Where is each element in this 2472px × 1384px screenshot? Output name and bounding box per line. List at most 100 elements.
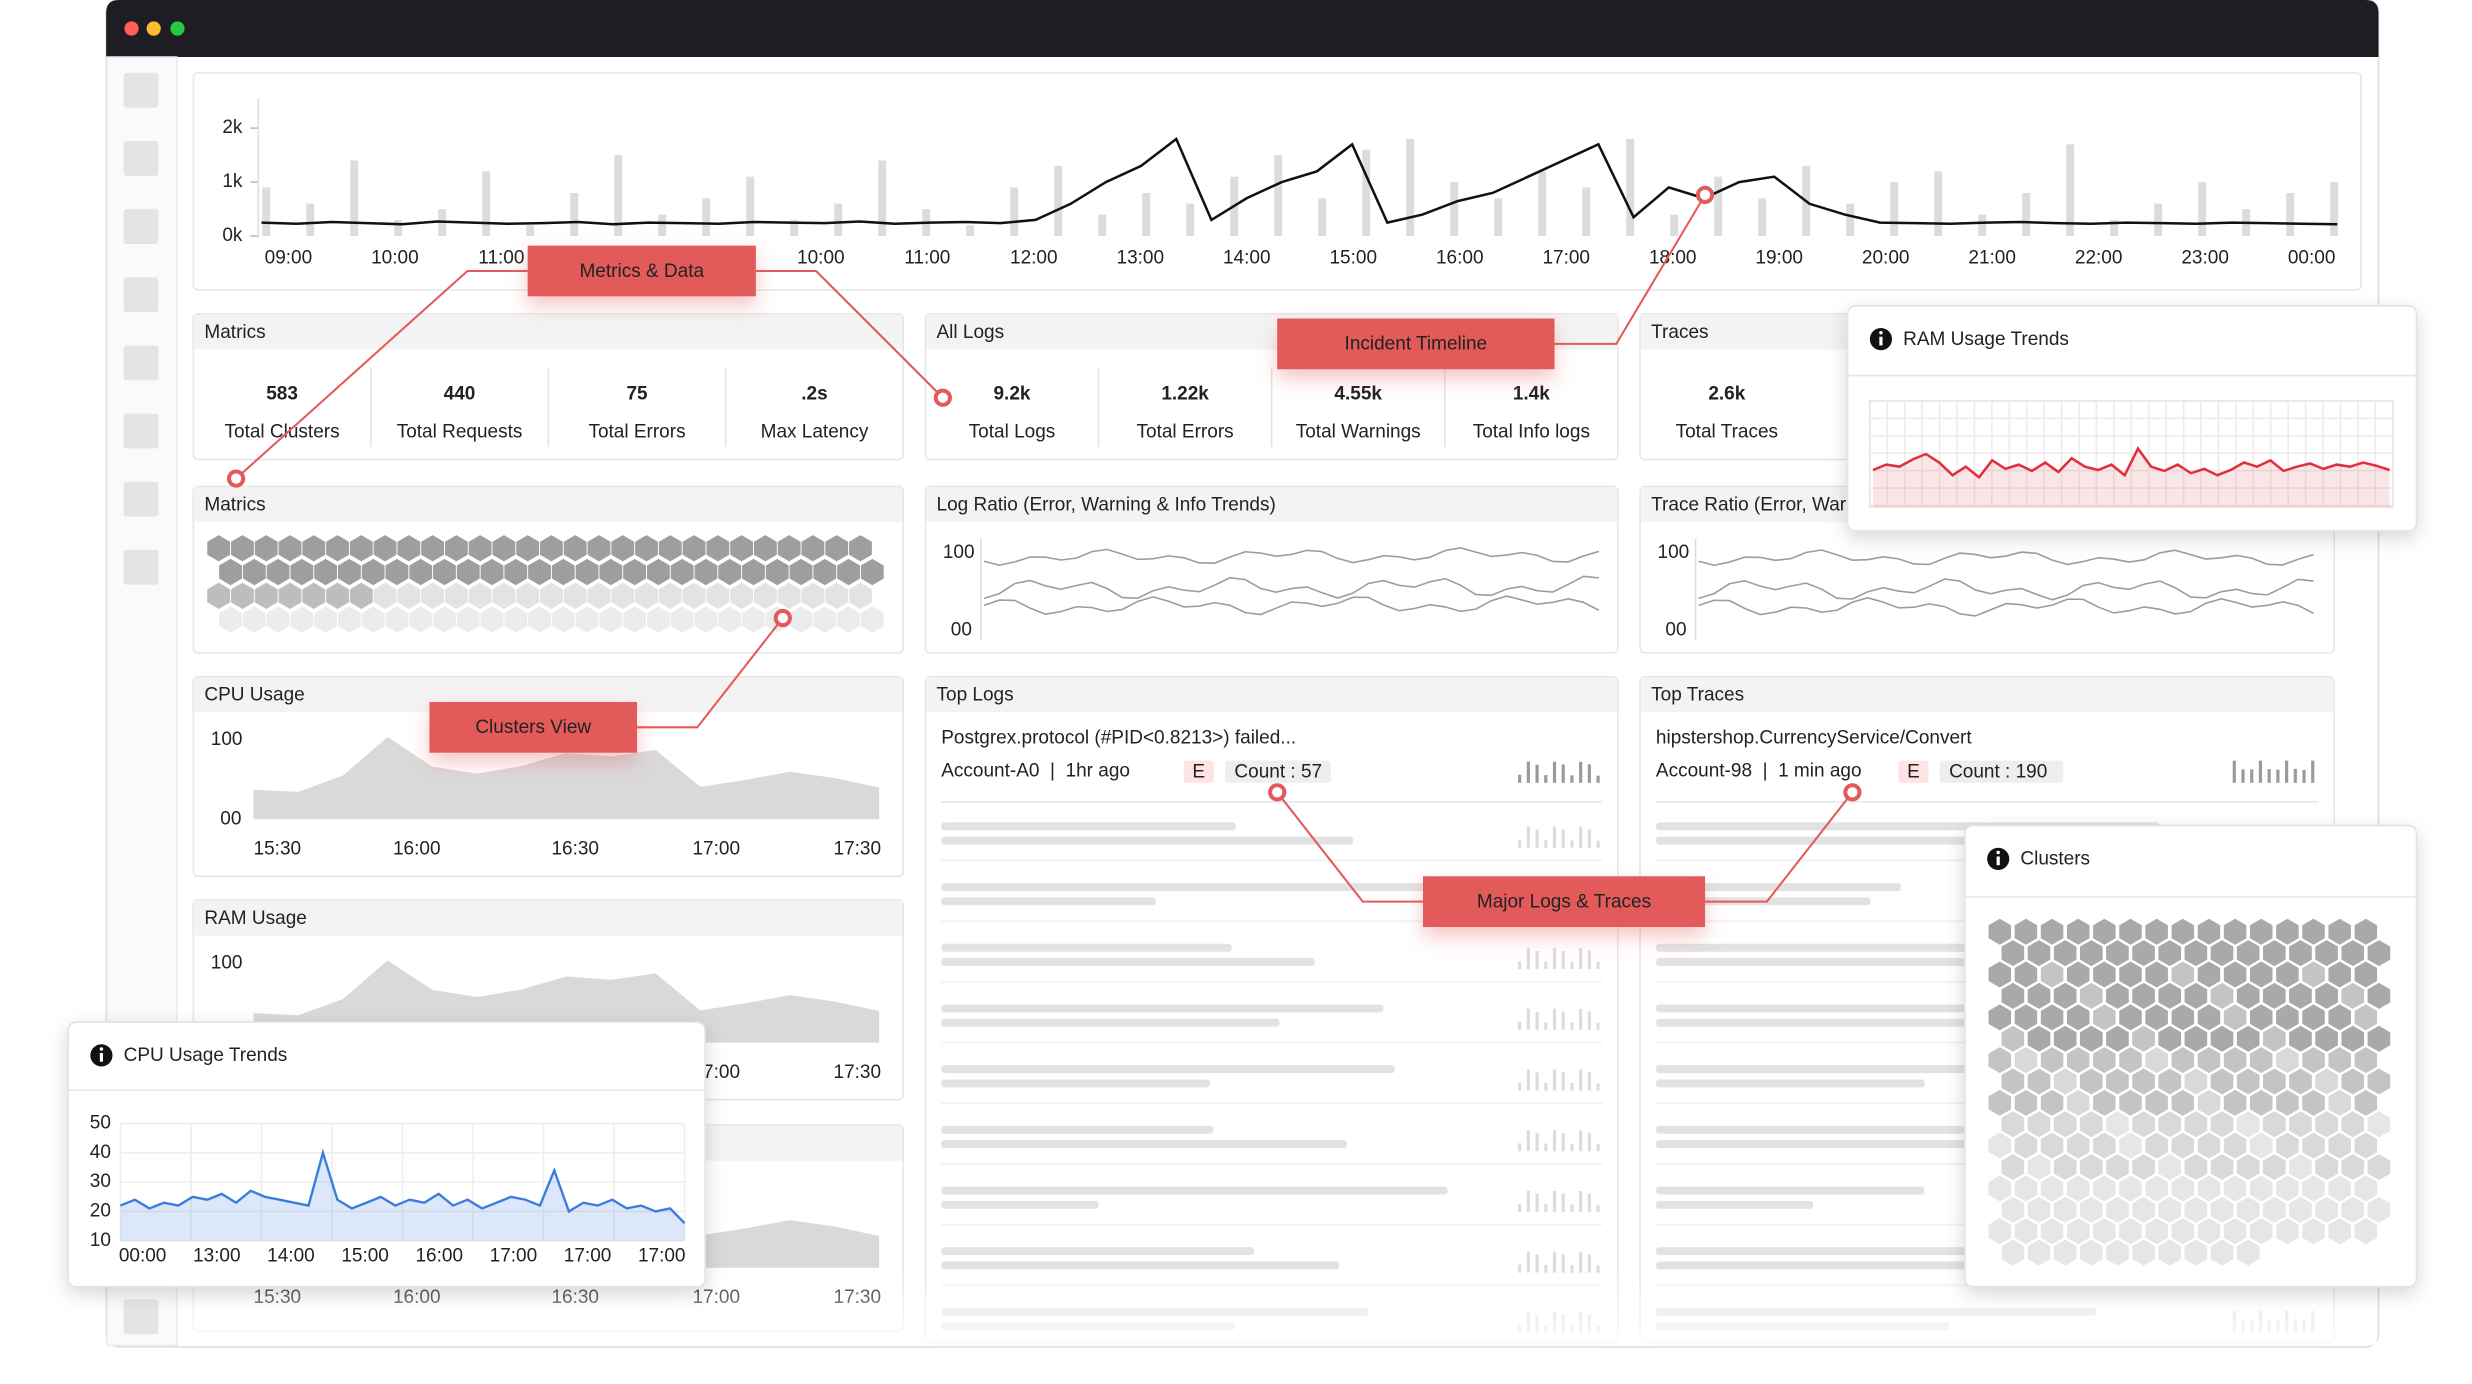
cluster-hex — [2132, 940, 2155, 967]
panel-title: Matrics — [204, 495, 265, 516]
cluster-hex — [1988, 1218, 2012, 1245]
sparkline-bar — [1570, 840, 1574, 848]
cluster-hex — [575, 606, 599, 633]
cluster-hex — [2354, 918, 2378, 945]
sidebar-icon[interactable] — [123, 72, 159, 108]
sidebar-icon[interactable] — [123, 481, 159, 517]
cluster-hex — [849, 535, 872, 562]
close-button[interactable] — [124, 21, 139, 36]
cluster-hex — [421, 535, 445, 562]
level-label: E — [1907, 762, 1920, 783]
x-tick-label: 17:00 — [490, 1246, 538, 1267]
cluster-hex — [2158, 1239, 2182, 1266]
timeline-bar — [1054, 165, 1063, 237]
cluster-hex — [2079, 1111, 2103, 1138]
cluster-hex — [2367, 1025, 2391, 1052]
cluster-hex — [2014, 1089, 2038, 1116]
cluster-hex — [2328, 1047, 2351, 1074]
cluster-hex — [730, 582, 754, 609]
y-tick-label: 0k — [222, 225, 243, 246]
cluster-hex — [2302, 1004, 2325, 1031]
callout-dot — [1268, 783, 1287, 802]
cluster-hex — [2341, 1154, 2365, 1181]
cluster-hex — [2210, 1154, 2234, 1181]
cluster-hex — [2171, 1089, 2195, 1116]
y-tick-label: 40 — [90, 1142, 111, 1163]
x-tick-label: 15:30 — [254, 838, 302, 859]
placeholder — [1655, 1186, 1925, 1195]
cluster-hex — [2315, 940, 2338, 967]
cluster-hex — [397, 582, 421, 609]
cluster-hex — [2158, 1068, 2182, 1095]
cluster-hex — [278, 535, 302, 562]
cluster-hex — [302, 582, 326, 609]
cluster-hex — [2184, 1068, 2208, 1095]
cluster-hex — [2249, 1175, 2273, 1202]
placeholder — [1655, 1018, 1995, 1027]
cluster-hex — [409, 558, 433, 586]
sidebar-icon[interactable] — [123, 209, 159, 245]
cluster-hex — [2302, 1132, 2325, 1159]
cluster-hex — [516, 582, 540, 609]
cluster-hex — [563, 535, 587, 562]
cluster-hex — [2066, 1047, 2090, 1074]
cluster-hex — [611, 535, 635, 562]
cluster-hex — [2171, 1175, 2195, 1202]
cluster-hex — [492, 582, 516, 609]
x-tick-label: 00:00 — [2288, 247, 2336, 268]
cluster-hex — [278, 582, 302, 609]
sidebar-icon[interactable] — [123, 141, 159, 176]
sidebar-icon[interactable] — [123, 345, 159, 381]
cluster-hex — [2040, 1047, 2064, 1074]
sparkline-bar — [2293, 768, 2297, 783]
y-tick-label: 00 — [1665, 620, 1686, 641]
content: 0k 1k 2k 09:00 10:00 11:00 10:00 11:00 12:00 13:0… — [67, 72, 2418, 1347]
cluster-hex — [2210, 1068, 2234, 1095]
callout-line — [1276, 791, 1423, 903]
cluster-hex — [2289, 1111, 2312, 1138]
cluster-hex — [2236, 1025, 2260, 1052]
cluster-hex — [2079, 1154, 2103, 1181]
cluster-hex — [682, 582, 706, 609]
sidebar-icon[interactable] — [123, 1299, 159, 1335]
sidebar-icon[interactable] — [123, 413, 159, 449]
x-tick-label: 16:30 — [551, 838, 599, 859]
sparkline-bar — [1561, 950, 1565, 970]
cluster-hex — [2119, 1218, 2142, 1245]
placeholder — [941, 1200, 1099, 1209]
callout-dot — [773, 608, 792, 628]
cluster-hex — [753, 582, 777, 609]
count-label: Count : 57 — [1234, 762, 1322, 783]
stat-label: Total Logs — [969, 422, 1056, 443]
sparkline-bar — [1596, 1204, 1600, 1212]
cluster-hex — [2276, 961, 2299, 988]
x-tick-label: 11:00 — [904, 247, 950, 268]
sparkline-bar — [1587, 764, 1591, 783]
cluster-hex — [2289, 982, 2312, 1009]
cluster-hex — [2223, 1132, 2247, 1159]
cluster-hex — [254, 582, 278, 609]
sidebar-icon[interactable] — [123, 549, 159, 585]
sidebar-icon[interactable] — [123, 277, 159, 313]
cluster-hex — [349, 535, 373, 562]
placeholder — [941, 1004, 1384, 1013]
cluster-hex — [2066, 1218, 2090, 1245]
cluster-hex — [2093, 961, 2116, 988]
cluster-hex — [2106, 1025, 2129, 1052]
cpu-line — [119, 1148, 686, 1224]
cluster-hex — [2249, 1218, 2273, 1245]
cluster-hex — [242, 606, 266, 633]
maximize-button[interactable] — [170, 21, 185, 36]
cluster-hex — [837, 606, 860, 633]
trend-line — [983, 575, 1599, 600]
cluster-hex — [2066, 1004, 2090, 1031]
sparkline-bar — [1552, 761, 1557, 783]
cluster-hex — [623, 606, 647, 633]
sparkline-bar — [1587, 1072, 1591, 1091]
minimize-button[interactable] — [146, 21, 161, 36]
sparkline-bar — [2311, 760, 2315, 783]
info-icon-glyph — [1879, 331, 1883, 335]
cluster-hex — [2053, 1196, 2077, 1223]
cluster-hex — [2093, 1004, 2116, 1031]
timeline-bar — [570, 192, 579, 237]
